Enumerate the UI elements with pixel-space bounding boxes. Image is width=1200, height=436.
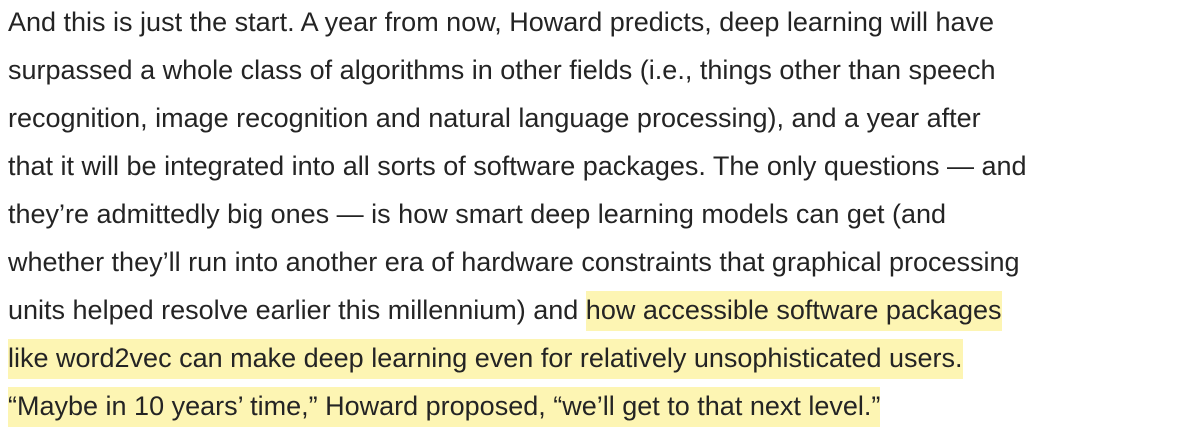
text-line: they’re admittedly big ones — is how sma… (8, 190, 1200, 238)
text-line: like word2vec can make deep learning eve… (8, 334, 1200, 382)
text: recognition, image recognition and natur… (8, 103, 981, 133)
text: surpassed a whole class of algorithms in… (8, 55, 996, 85)
text: units helped resolve earlier this millen… (8, 295, 586, 325)
text: they’re admittedly big ones — is how sma… (8, 199, 946, 229)
text-line: And this is just the start. A year from … (8, 0, 1200, 46)
text-line: “Maybe in 10 years’ time,” Howard propos… (8, 382, 1200, 430)
text-line: whether they’ll run into another era of … (8, 238, 1200, 286)
highlighted-text: “Maybe in 10 years’ time,” Howard propos… (8, 387, 881, 427)
text-line: surpassed a whole class of algorithms in… (8, 46, 1200, 94)
text: And this is just the start. A year from … (8, 7, 994, 37)
text: whether they’ll run into another era of … (8, 247, 1020, 277)
text: that it will be integrated into all sort… (8, 151, 1027, 181)
paragraph: And this is just the start. A year from … (8, 0, 1200, 430)
text-line: units helped resolve earlier this millen… (8, 286, 1200, 334)
text-line: recognition, image recognition and natur… (8, 94, 1200, 142)
highlighted-text: like word2vec can make deep learning eve… (8, 339, 963, 379)
text-line: that it will be integrated into all sort… (8, 142, 1200, 190)
highlighted-text: how accessible software packages (585, 291, 1002, 331)
